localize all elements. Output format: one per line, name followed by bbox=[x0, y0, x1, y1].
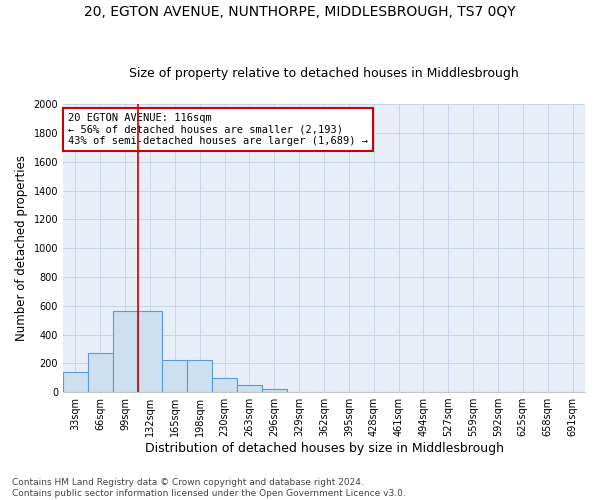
Text: 20, EGTON AVENUE, NUNTHORPE, MIDDLESBROUGH, TS7 0QY: 20, EGTON AVENUE, NUNTHORPE, MIDDLESBROU… bbox=[84, 5, 516, 19]
Bar bbox=[163, 360, 187, 392]
Bar bbox=[88, 353, 113, 392]
Bar bbox=[187, 360, 212, 392]
X-axis label: Distribution of detached houses by size in Middlesbrough: Distribution of detached houses by size … bbox=[145, 442, 503, 455]
Bar bbox=[212, 378, 237, 392]
Text: 20 EGTON AVENUE: 116sqm
← 56% of detached houses are smaller (2,193)
43% of semi: 20 EGTON AVENUE: 116sqm ← 56% of detache… bbox=[68, 113, 368, 146]
Title: Size of property relative to detached houses in Middlesbrough: Size of property relative to detached ho… bbox=[129, 66, 519, 80]
Bar bbox=[262, 389, 287, 392]
Y-axis label: Number of detached properties: Number of detached properties bbox=[15, 155, 28, 341]
Bar bbox=[237, 385, 262, 392]
Bar bbox=[113, 311, 137, 392]
Text: Contains HM Land Registry data © Crown copyright and database right 2024.
Contai: Contains HM Land Registry data © Crown c… bbox=[12, 478, 406, 498]
Bar bbox=[137, 311, 163, 392]
Bar bbox=[63, 372, 88, 392]
